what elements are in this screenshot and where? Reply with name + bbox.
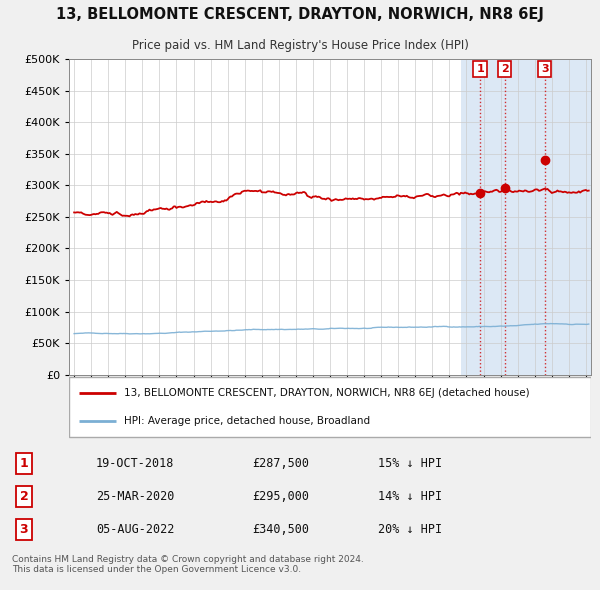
- Text: 2: 2: [500, 64, 508, 74]
- Text: 13, BELLOMONTE CRESCENT, DRAYTON, NORWICH, NR8 6EJ: 13, BELLOMONTE CRESCENT, DRAYTON, NORWIC…: [56, 8, 544, 22]
- Text: 13, BELLOMONTE CRESCENT, DRAYTON, NORWICH, NR8 6EJ (detached house): 13, BELLOMONTE CRESCENT, DRAYTON, NORWIC…: [124, 388, 529, 398]
- Text: Contains HM Land Registry data © Crown copyright and database right 2024.
This d: Contains HM Land Registry data © Crown c…: [12, 555, 364, 574]
- Text: 05-AUG-2022: 05-AUG-2022: [96, 523, 175, 536]
- Text: 1: 1: [476, 64, 484, 74]
- Text: £295,000: £295,000: [252, 490, 309, 503]
- Text: 3: 3: [541, 64, 548, 74]
- Text: 2: 2: [20, 490, 28, 503]
- Text: 3: 3: [20, 523, 28, 536]
- Text: Price paid vs. HM Land Registry's House Price Index (HPI): Price paid vs. HM Land Registry's House …: [131, 39, 469, 52]
- Text: 20% ↓ HPI: 20% ↓ HPI: [378, 523, 442, 536]
- Text: £340,500: £340,500: [252, 523, 309, 536]
- Text: 14% ↓ HPI: 14% ↓ HPI: [378, 490, 442, 503]
- Text: £287,500: £287,500: [252, 457, 309, 470]
- Text: 15% ↓ HPI: 15% ↓ HPI: [378, 457, 442, 470]
- Text: HPI: Average price, detached house, Broadland: HPI: Average price, detached house, Broa…: [124, 417, 370, 427]
- Text: 19-OCT-2018: 19-OCT-2018: [96, 457, 175, 470]
- Text: 25-MAR-2020: 25-MAR-2020: [96, 490, 175, 503]
- Text: 1: 1: [20, 457, 28, 470]
- Bar: [461, 59, 595, 375]
